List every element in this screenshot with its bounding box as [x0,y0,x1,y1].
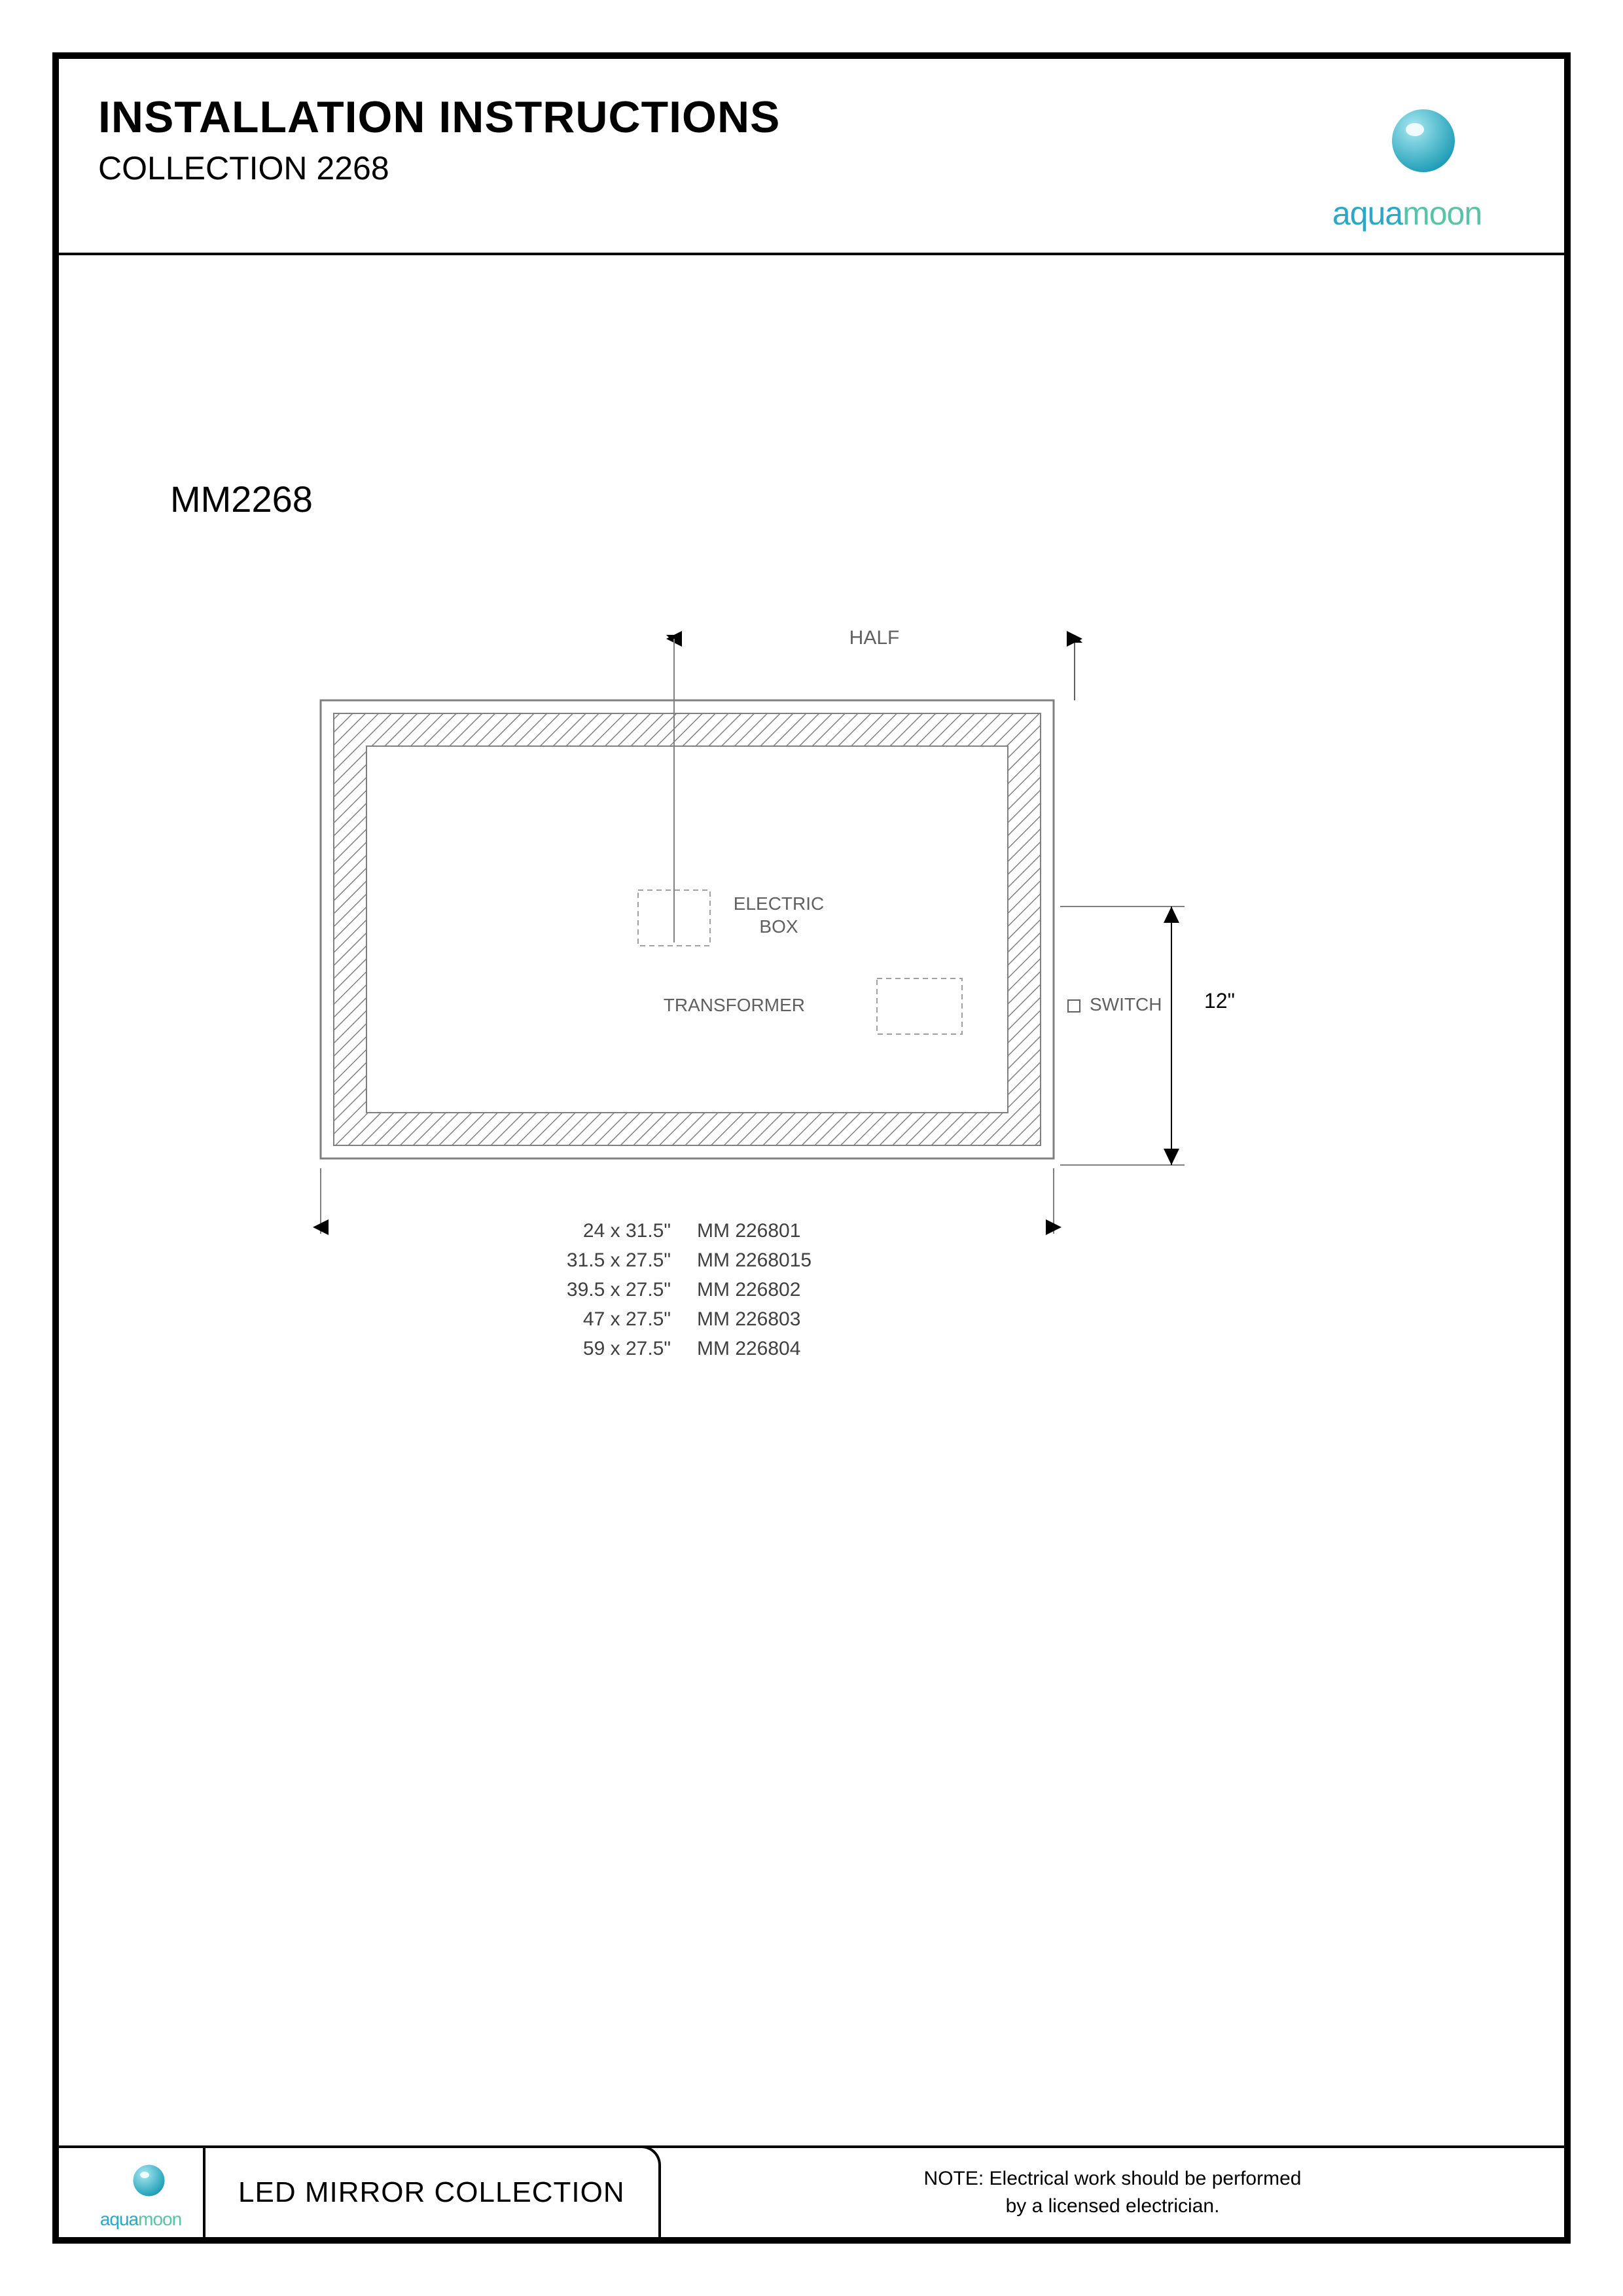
page-subtitle: COLLECTION 2268 [98,149,1289,187]
page-border: INSTALLATION INSTRUCTIONS COLLECTION 226… [52,52,1571,2244]
size-dim-1: 31.5 x 27.5" [567,1249,671,1271]
size-dim-3: 47 x 27.5" [583,1308,671,1330]
header-text: INSTALLATION INSTRUCTIONS COLLECTION 226… [98,92,1289,187]
transformer-label: TRANSFORMER [664,995,805,1015]
size-dim-4: 59 x 27.5" [583,1338,671,1359]
page-title: INSTALLATION INSTRUCTIONS [98,92,1289,143]
size-sku-1: MM 2268015 [697,1249,812,1271]
electric-box-label-2: BOX [759,916,798,937]
diagram-svg: HALF ELECTRIC BOX TRANSFORMER SWITCH [308,615,1302,1401]
size-sku-3: MM 226803 [697,1308,800,1330]
half-label: HALF [849,627,900,649]
footer-logo: aquamoon [59,2156,203,2230]
diagram: HALF ELECTRIC BOX TRANSFORMER SWITCH [308,615,1302,1401]
footer: aquamoon LED MIRROR COLLECTION NOTE: Ele… [59,2145,1564,2237]
height-dim-label: 12" [1204,989,1235,1013]
electric-box-label-1: ELECTRIC [734,893,824,914]
logo-text-aqua: aqua [1332,195,1402,232]
size-sku-4: MM 226804 [697,1338,800,1359]
footer-title-box: LED MIRROR COLLECTION [203,2145,661,2237]
footer-note-line1: NOTE: Electrical work should be performe… [924,2168,1302,2189]
crescent-icon [1342,92,1472,196]
size-sku-0: MM 226801 [697,1220,800,1242]
logo: aquamoon [1289,92,1525,232]
switch-label: SWITCH [1090,994,1162,1014]
header: INSTALLATION INSTRUCTIONS COLLECTION 226… [59,59,1564,255]
size-dim-2: 39.5 x 27.5" [567,1279,671,1300]
size-sku-2: MM 226802 [697,1279,800,1300]
logo-text-moon: moon [1402,195,1482,232]
model-label: MM2268 [170,478,313,520]
footer-note: NOTE: Electrical work should be performe… [661,2165,1564,2220]
crescent-icon [108,2156,173,2208]
footer-title: LED MIRROR COLLECTION [238,2176,625,2209]
footer-note-line2: by a licensed electrician. [1006,2195,1220,2217]
size-dim-0: 24 x 31.5" [583,1220,671,1242]
logo-text: aquamoon [1289,194,1525,232]
footer-logo-text: aquamoon [79,2209,203,2230]
